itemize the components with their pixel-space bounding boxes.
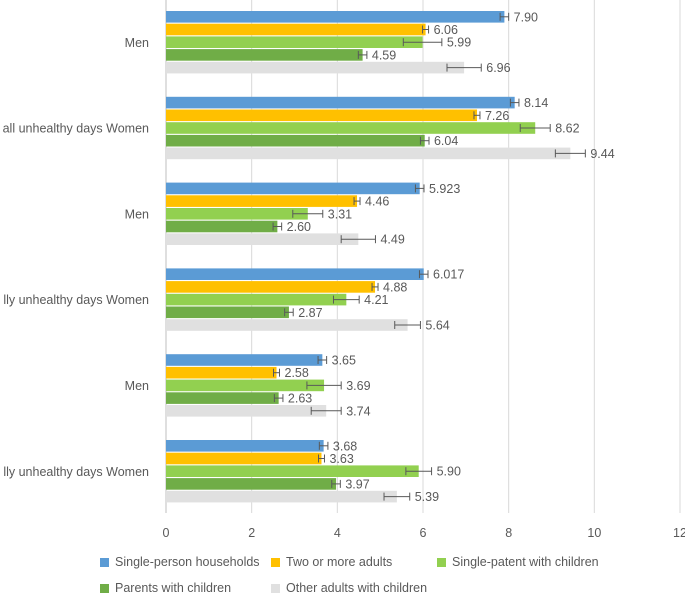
bar-chart: 7.90 6.065.99 4.59 6.96 Men 8.14 7.26 8.62 6.04 9…: [3, 0, 685, 540]
x-tick-label: 2: [248, 526, 255, 540]
legend-label: Two or more adults: [286, 555, 393, 569]
data-label: 5.923: [429, 182, 460, 196]
bar: [166, 220, 278, 233]
bar: [166, 208, 308, 220]
legend-swatch: [271, 583, 280, 593]
legend-item: Single-patent with children: [437, 555, 599, 569]
category-label: Men: [125, 379, 149, 393]
category-label: Men: [125, 36, 149, 50]
data-label: 4.21: [364, 293, 388, 307]
bar: [166, 134, 425, 147]
bar: [166, 478, 337, 490]
bar: [166, 11, 505, 23]
data-label: 6.96: [486, 61, 510, 75]
data-label: 6.06: [434, 23, 458, 37]
data-label: 3.69: [346, 379, 370, 393]
data-label: 8.62: [555, 122, 579, 136]
legend-label: Single-person households: [115, 555, 260, 569]
data-label: 4.59: [372, 48, 396, 62]
data-label: 2.58: [285, 366, 309, 380]
bar: [166, 61, 465, 74]
legend-item: Single-person households: [100, 555, 260, 569]
bar: [166, 233, 359, 245]
data-label: 3.68: [333, 439, 357, 453]
legend-item: Other adults with children: [271, 581, 427, 595]
data-label: 9.44: [590, 147, 614, 161]
bar: [166, 36, 423, 48]
bar: [166, 306, 289, 319]
data-label: 3.74: [346, 404, 370, 418]
legend-swatch: [437, 557, 446, 567]
data-label: 3.97: [345, 477, 369, 491]
data-label: 4.88: [383, 280, 407, 294]
data-label: 2.63: [288, 392, 312, 406]
legend-item: Two or more adults: [271, 555, 392, 569]
bar: [166, 122, 536, 134]
category-label: lly unhealthy days Women: [3, 293, 149, 307]
bar: [166, 392, 279, 404]
category-label: lly unhealthy days Women: [3, 465, 149, 479]
legend-label: Parents with children: [115, 581, 232, 595]
bar: [166, 405, 327, 417]
legend-item: Parents with children: [100, 581, 231, 595]
x-tick-label: 8: [505, 526, 512, 540]
x-tick-label: 6: [420, 526, 427, 540]
legend-swatch: [100, 583, 109, 593]
bar: [166, 452, 322, 465]
data-label: 4.49: [380, 233, 404, 247]
bar: [166, 465, 419, 477]
data-label: 3.65: [332, 354, 356, 368]
legend-swatch: [100, 557, 109, 567]
data-label: 6.017: [433, 268, 464, 282]
bar: [166, 490, 397, 503]
legend-swatch: [271, 557, 280, 567]
bar: [166, 379, 325, 392]
bar: [166, 195, 358, 207]
bar: [166, 319, 408, 331]
data-label: 3.63: [329, 452, 353, 466]
bar: [166, 366, 277, 379]
category-label: Men: [125, 207, 149, 221]
x-tick-label: 12: [673, 526, 685, 540]
bar: [166, 23, 426, 36]
x-tick-label: 0: [163, 526, 170, 540]
data-label: 2.60: [287, 220, 311, 234]
legend-label: Single-patent with children: [452, 555, 599, 569]
bar: [166, 293, 347, 306]
x-tick-label: 10: [587, 526, 601, 540]
bar: [166, 268, 424, 280]
bar: [166, 49, 363, 61]
bar: [166, 147, 571, 160]
bar: [166, 440, 324, 452]
data-label: 5.64: [425, 319, 449, 333]
data-label: 6.04: [434, 134, 458, 148]
bar: [166, 109, 477, 122]
bar: [166, 182, 420, 195]
data-label: 5.39: [415, 490, 439, 504]
legend-label: Other adults with children: [286, 581, 428, 595]
chart-legend: Single-person households Two or more adul…: [0, 549, 685, 595]
bar: [166, 96, 515, 109]
data-label: 4.46: [365, 195, 389, 209]
data-label: 8.14: [524, 96, 548, 110]
data-label: 5.99: [447, 36, 471, 50]
data-label: 2.87: [298, 306, 322, 320]
data-label: 5.90: [437, 465, 461, 479]
bar: [166, 354, 323, 366]
category-label: all unhealthy days Women: [3, 122, 149, 136]
x-tick-label: 4: [334, 526, 341, 540]
data-label: 3.31: [328, 207, 352, 221]
bar: [166, 281, 376, 293]
data-label: 7.26: [485, 109, 509, 123]
data-label: 7.90: [514, 10, 538, 24]
